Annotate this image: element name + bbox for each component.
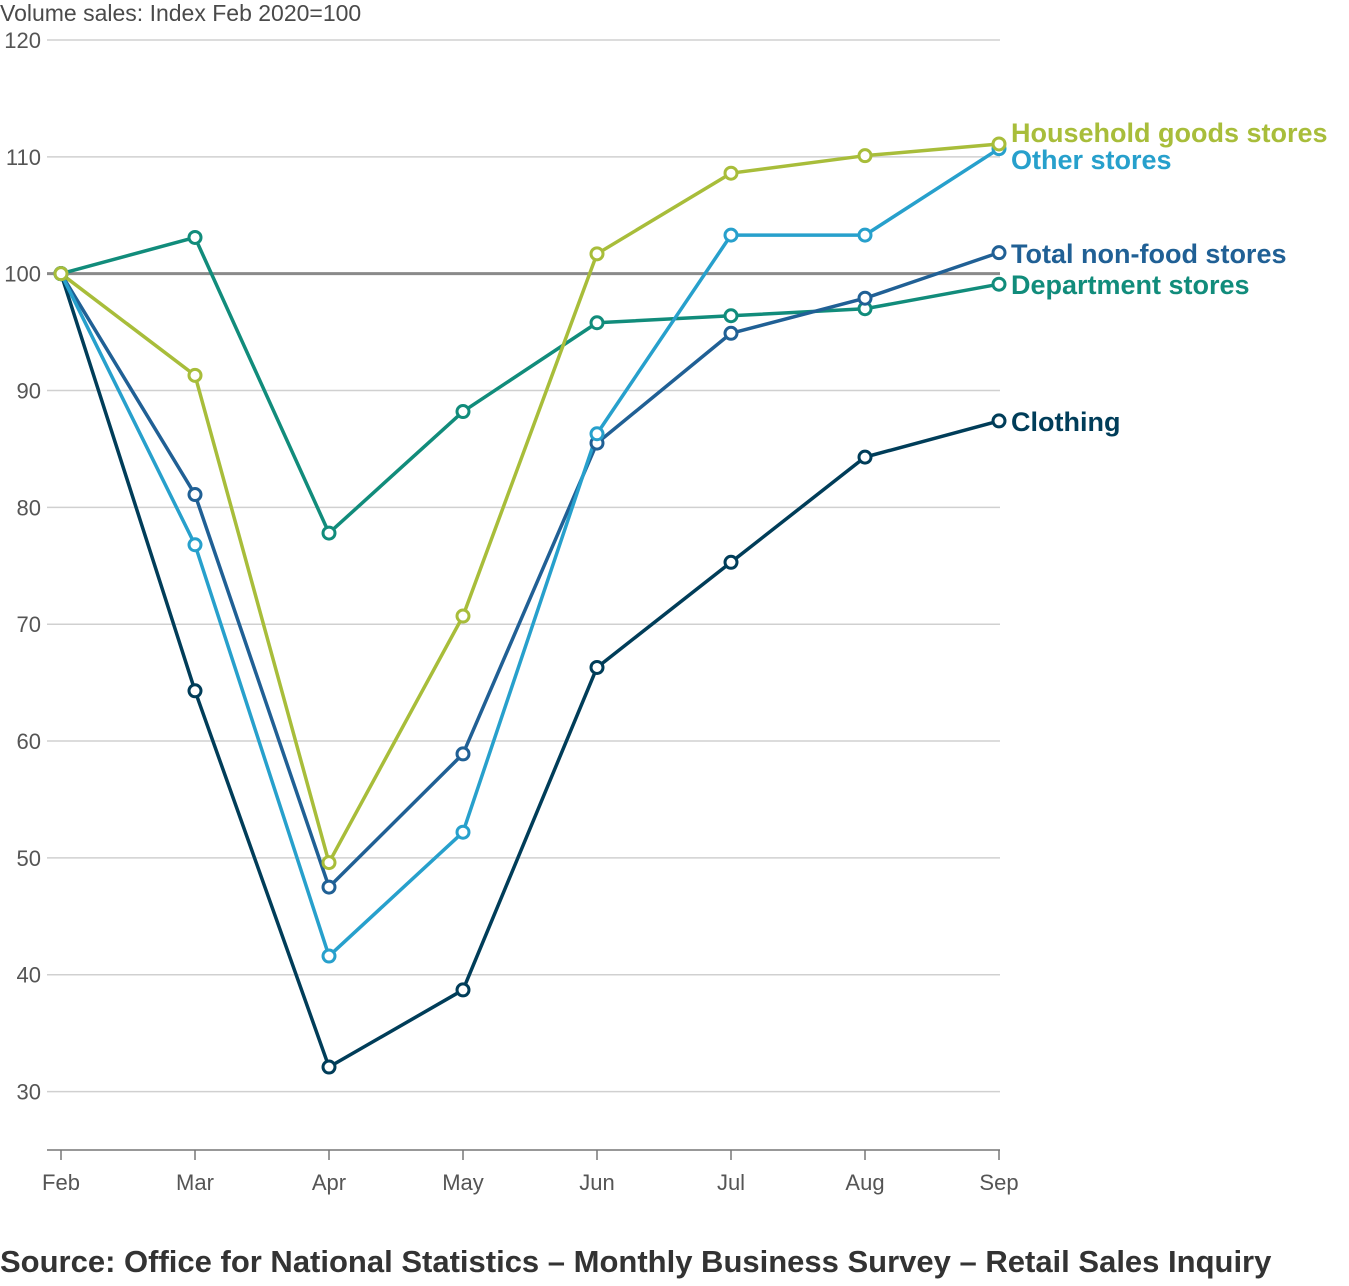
y-tick-label: 120 bbox=[4, 28, 41, 53]
point-clothing bbox=[321, 1059, 337, 1075]
point-total-non-food-stores bbox=[321, 879, 337, 895]
series-line-clothing bbox=[59, 273, 1000, 1069]
point-total-non-food-stores bbox=[455, 746, 471, 762]
point-household-goods-stores bbox=[589, 246, 605, 262]
point-department-stores bbox=[187, 229, 203, 245]
point-department-stores bbox=[991, 276, 1007, 292]
x-tick-label: Aug bbox=[845, 1170, 884, 1195]
point-total-non-food-stores bbox=[991, 245, 1007, 261]
series-lines bbox=[59, 142, 1000, 1069]
y-axis-ticks: 30 40 50 60 70 80 90 100 110 120 bbox=[4, 28, 41, 1105]
x-tick-label: Jun bbox=[579, 1170, 614, 1195]
point-clothing bbox=[857, 449, 873, 465]
point-household-goods-stores bbox=[187, 367, 203, 383]
y-tick-label: 30 bbox=[17, 1080, 41, 1105]
x-tick-label: May bbox=[442, 1170, 484, 1195]
point-other-stores bbox=[723, 227, 739, 243]
x-tick-label: Jul bbox=[717, 1170, 745, 1195]
source-note: Source: Office for National Statistics –… bbox=[0, 1244, 1272, 1279]
x-tick-label: Sep bbox=[979, 1170, 1018, 1195]
y-tick-label: 90 bbox=[17, 379, 41, 404]
point-total-non-food-stores bbox=[857, 290, 873, 306]
series-label-total-non-food-stores: Total non-food stores bbox=[1011, 239, 1286, 269]
series-label-household-goods-stores: Household goods stores bbox=[1011, 118, 1328, 148]
point-other-stores bbox=[455, 824, 471, 840]
series-line-other-stores bbox=[59, 147, 1000, 958]
point-clothing bbox=[723, 554, 739, 570]
point-clothing bbox=[187, 683, 203, 699]
point-other-stores bbox=[589, 426, 605, 442]
series-label-department-stores: Department stores bbox=[1011, 270, 1250, 300]
point-other-stores bbox=[857, 227, 873, 243]
series-points bbox=[53, 136, 1007, 1075]
point-household-goods-stores bbox=[455, 608, 471, 624]
point-household-goods-stores bbox=[53, 266, 69, 282]
point-department-stores bbox=[723, 308, 739, 324]
point-household-goods-stores bbox=[321, 855, 337, 871]
y-tick-label: 80 bbox=[17, 495, 41, 520]
point-clothing bbox=[589, 659, 605, 675]
x-tick-label: Mar bbox=[176, 1170, 214, 1195]
x-tick-label: Feb bbox=[42, 1170, 80, 1195]
y-tick-label: 40 bbox=[17, 963, 41, 988]
point-department-stores bbox=[589, 315, 605, 331]
point-department-stores bbox=[321, 525, 337, 541]
point-household-goods-stores bbox=[857, 148, 873, 164]
series-line-total-non-food-stores bbox=[59, 250, 1000, 889]
series-label-clothing: Clothing bbox=[1011, 407, 1120, 437]
series-line-household-goods-stores bbox=[59, 142, 1000, 865]
y-tick-label: 110 bbox=[6, 145, 41, 170]
point-total-non-food-stores bbox=[187, 487, 203, 503]
y-tick-label: 60 bbox=[17, 729, 41, 754]
y-tick-label: 100 bbox=[4, 262, 41, 287]
point-total-non-food-stores bbox=[723, 325, 739, 341]
x-axis: Feb Mar Apr May Jun Jul Aug Sep bbox=[42, 1149, 1019, 1195]
gridlines bbox=[47, 39, 1000, 1093]
y-tick-label: 50 bbox=[17, 846, 41, 871]
x-tick-label: Apr bbox=[312, 1170, 346, 1195]
point-other-stores bbox=[321, 948, 337, 964]
point-other-stores bbox=[187, 537, 203, 553]
point-clothing bbox=[455, 982, 471, 998]
point-department-stores bbox=[455, 404, 471, 420]
point-household-goods-stores bbox=[723, 165, 739, 181]
series-label-other-stores: Other stores bbox=[1011, 145, 1172, 175]
point-household-goods-stores bbox=[991, 136, 1007, 152]
y-tick-label: 70 bbox=[17, 612, 41, 637]
y-axis-title: Volume sales: Index Feb 2020=100 bbox=[0, 0, 362, 26]
series-line-department-stores bbox=[60, 235, 1000, 535]
point-clothing bbox=[991, 413, 1007, 429]
